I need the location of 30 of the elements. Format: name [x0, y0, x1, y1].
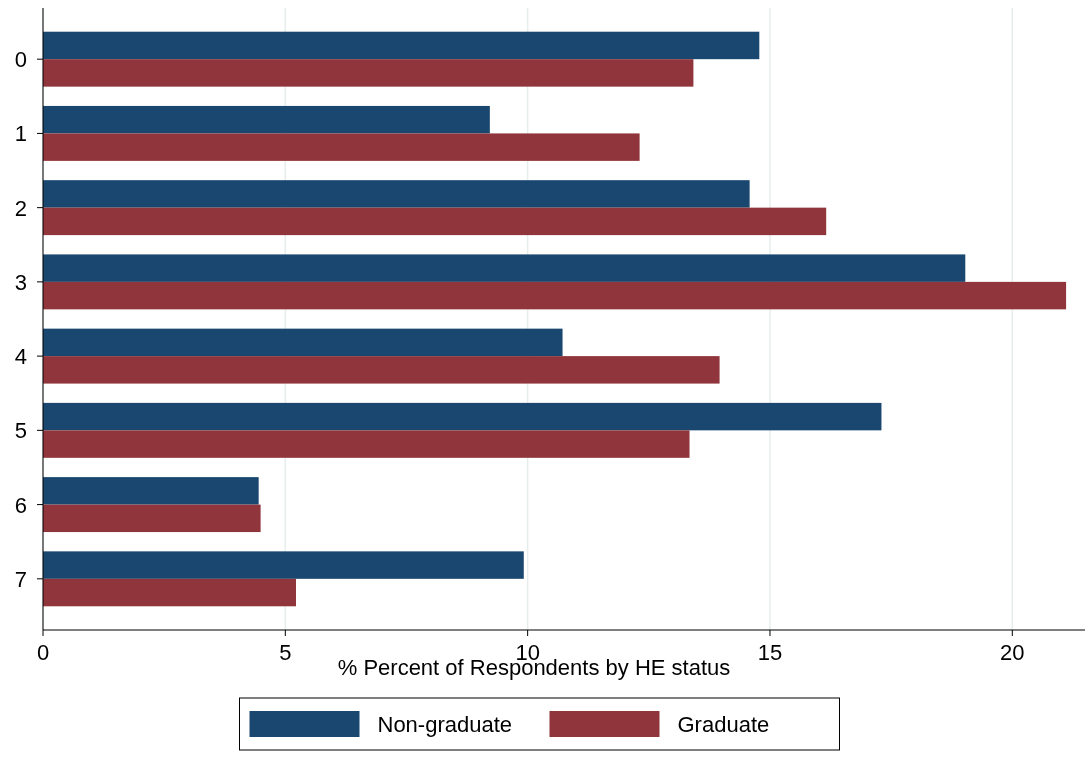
y-tick-label: 1 [14, 121, 27, 147]
bar [43, 356, 720, 384]
legend-label: Non-graduate [377, 712, 513, 737]
bar [43, 133, 640, 161]
x-tick-label: 5 [279, 640, 292, 665]
bar [43, 477, 259, 505]
y-tick-label: 2 [14, 195, 27, 221]
bar [43, 59, 694, 87]
bar [43, 281, 1067, 310]
bar [43, 105, 490, 134]
bar [43, 180, 750, 208]
y-tick-label: 6 [14, 492, 27, 518]
y-tick-label: 0 [14, 47, 27, 73]
bar [43, 578, 296, 607]
x-tick-label: 20 [1000, 640, 1025, 665]
y-tick-label: 7 [14, 566, 27, 592]
bar [43, 402, 882, 431]
y-tick-label: 4 [14, 344, 27, 370]
bar [43, 551, 524, 579]
x-tick-label: 15 [757, 640, 783, 665]
y-tick-label: 3 [14, 269, 27, 295]
bar [43, 207, 827, 236]
legend-label: Graduate [677, 712, 770, 737]
bar [43, 430, 690, 458]
x-tick-label: 0 [36, 640, 50, 665]
bar [43, 328, 563, 357]
bar [43, 254, 966, 282]
y-tick-label: 5 [14, 418, 27, 444]
bar [43, 504, 261, 533]
bar [43, 31, 760, 60]
